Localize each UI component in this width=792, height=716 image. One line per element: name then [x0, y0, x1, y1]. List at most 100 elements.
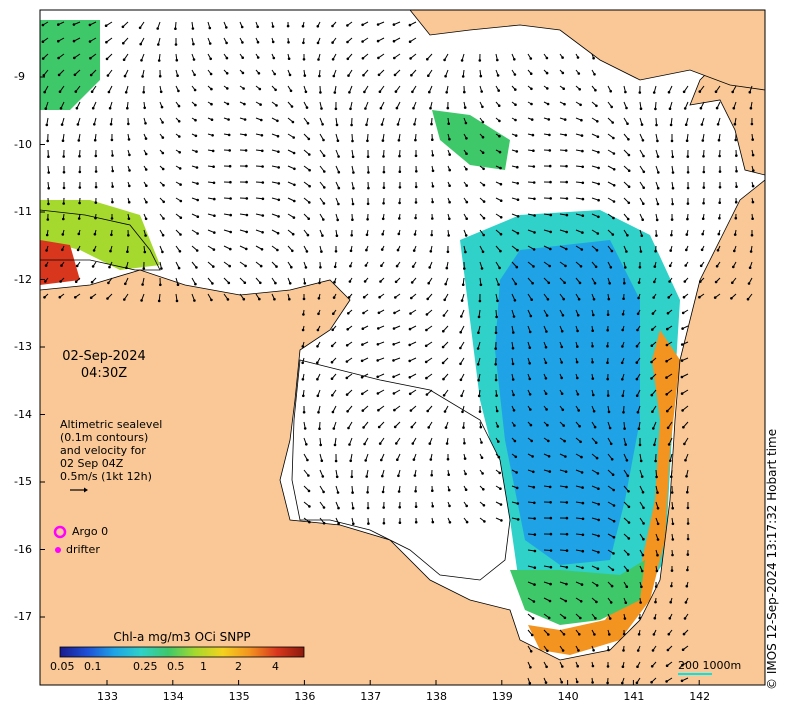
velocity-arrow-head [718, 216, 721, 220]
velocity-arrow-head [650, 377, 653, 380]
velocity-arrow-head [610, 105, 613, 109]
velocity-arrow-head [227, 133, 231, 137]
velocity-arrow-head [639, 601, 642, 604]
velocity-arrow-head [606, 394, 610, 397]
velocity-arrow-head [565, 164, 568, 168]
velocity-arrow-head [276, 134, 280, 138]
velocity-arrow-head [121, 25, 125, 29]
velocity-arrow-head [410, 296, 413, 300]
velocity-arrow-head [337, 202, 340, 206]
velocity-arrow-head [392, 359, 395, 362]
velocity-arrow-head [481, 120, 485, 124]
velocity-arrow-head [717, 138, 721, 142]
velocity-arrow-head [498, 471, 502, 475]
velocity-arrow-head [480, 90, 484, 93]
velocity-arrow-head [292, 216, 296, 219]
velocity-arrow-head [498, 150, 502, 154]
velocity-arrow-head [258, 87, 262, 91]
velocity-arrow-head [548, 164, 552, 168]
velocity-arrow-head [382, 506, 386, 509]
velocity-arrow-head [211, 134, 214, 137]
velocity-arrow-head [642, 537, 645, 541]
velocity-arrow-head [563, 118, 567, 121]
velocity-arrow-head [607, 297, 611, 301]
velocity-arrow-head [611, 473, 615, 477]
velocity-arrow-head [669, 249, 672, 252]
velocity-arrow-head [581, 517, 585, 521]
velocity-arrow-head [627, 537, 631, 540]
velocity-arrow-head [293, 199, 296, 203]
velocity-arrow-head [565, 485, 568, 489]
velocity-arrow-head [259, 281, 262, 285]
velocity-arrow-head [243, 118, 247, 121]
velocity-arrow-head [349, 107, 352, 111]
velocity-arrow-head [544, 681, 548, 684]
velocity-arrow-head [179, 233, 182, 236]
velocity-arrow-head [665, 376, 668, 379]
velocity-arrow-head [335, 123, 339, 127]
velocity-arrow-head [670, 475, 673, 479]
velocity-arrow-head [499, 199, 503, 202]
velocity-arrow-head [653, 443, 656, 447]
velocity-arrow-head [175, 299, 179, 303]
velocity-arrow-head [636, 410, 640, 414]
velocity-arrow-head [330, 344, 334, 348]
velocity-arrow-head [429, 458, 433, 461]
velocity-arrow-head [274, 88, 277, 92]
velocity-arrow-head [651, 312, 655, 315]
velocity-arrow-head [126, 250, 129, 253]
velocity-arrow-head [308, 505, 311, 508]
velocity-arrow-head [286, 24, 290, 28]
velocity-arrow-head [243, 102, 246, 106]
velocity-arrow-head [529, 72, 533, 75]
velocity-arrow-head [460, 394, 463, 398]
velocity-arrow-head [656, 522, 660, 526]
velocity-arrow-head [597, 150, 600, 154]
velocity-arrow-head [681, 648, 685, 651]
velocity-arrow-head [623, 281, 626, 285]
argo-legend-label: Argo 0 [72, 525, 109, 538]
velocity-arrow-head [581, 197, 585, 201]
velocity-arrow-head [193, 88, 197, 92]
velocity-arrow-head [680, 343, 684, 346]
velocity-arrow-head [560, 680, 563, 684]
chl-west-coast-red [40, 240, 80, 285]
velocity-arrow-head [669, 600, 672, 604]
velocity-arrow-head [621, 681, 624, 685]
velocity-arrow-head [111, 200, 114, 204]
velocity-arrow-head [565, 549, 569, 552]
velocity-arrow-head [174, 27, 177, 31]
latitude-tick-label: -15 [14, 475, 32, 488]
velocity-arrow-head [701, 232, 704, 236]
velocity-arrow-head [596, 472, 600, 475]
velocity-arrow-head [606, 377, 609, 381]
velocity-arrow-head [258, 297, 261, 301]
velocity-arrow-head [245, 247, 248, 251]
velocity-arrow-head [626, 122, 629, 125]
velocity-arrow-head [256, 25, 260, 29]
velocity-arrow-head [564, 470, 568, 474]
velocity-arrow-head [443, 298, 447, 302]
velocity-arrow-head [545, 314, 549, 317]
info-line: (0.1m contours) [60, 431, 149, 444]
velocity-arrow-head [670, 569, 674, 572]
velocity-arrow-head [482, 200, 486, 203]
velocity-arrow-head [665, 359, 668, 363]
velocity-arrow-head [345, 344, 349, 347]
velocity-arrow-head [411, 265, 415, 268]
velocity-arrow-head [596, 120, 599, 123]
velocity-arrow-head [635, 361, 639, 364]
velocity-arrow-head [516, 198, 520, 201]
velocity-arrow-head [261, 214, 265, 217]
velocity-arrow-head [611, 121, 614, 124]
velocity-arrow-head [730, 297, 733, 300]
velocity-arrow-head [43, 296, 46, 299]
velocity-arrow-head [317, 297, 321, 300]
velocity-arrow-head [394, 280, 398, 284]
velocity-arrow-head [592, 56, 595, 60]
velocity-arrow-head [91, 265, 95, 268]
velocity-arrow-head [565, 532, 569, 536]
velocity-arrow-head [442, 329, 445, 333]
velocity-arrow-head [494, 347, 498, 350]
velocity-arrow-head [545, 665, 548, 669]
